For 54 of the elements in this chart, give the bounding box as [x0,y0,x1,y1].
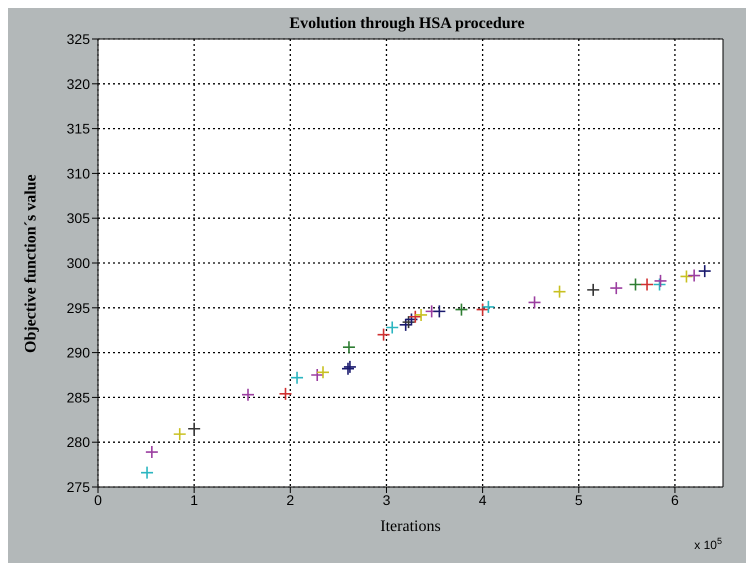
point [652,278,666,292]
point [316,366,330,380]
x-tick-label: 6 [671,492,680,508]
y-tick-label: 295 [66,300,90,316]
point [402,315,416,329]
point [609,281,624,295]
point [628,278,642,292]
y-tick-label: 285 [66,389,90,406]
point [172,427,187,441]
point [482,300,496,314]
point [241,388,255,402]
point [140,466,154,480]
x-tick-label: 5 [574,492,583,508]
point [290,370,304,384]
point [385,320,400,334]
point [698,264,712,278]
x-tick-label: 3 [382,492,391,508]
x-axis-title: Iterations [380,518,441,535]
point [187,422,201,436]
point [145,445,159,459]
point [552,284,566,298]
y-tick-label: 300 [66,254,90,271]
y-tick-label: 310 [66,165,90,182]
point [408,310,422,324]
y-tick-label: 305 [66,210,90,226]
y-tick-label: 290 [66,344,90,361]
point [654,274,668,288]
y-tick-label: 280 [66,434,90,450]
chart-title: Evolution through HSA procedure [289,15,525,32]
y-tick-label: 315 [66,120,90,137]
point [687,268,701,282]
y-axis-title: Objective function´s value [22,174,40,353]
point [432,304,446,318]
point [528,296,542,310]
point [398,318,412,332]
point [476,302,490,316]
point [680,270,694,284]
point [310,368,324,382]
point [342,340,356,354]
y-tick-label: 275 [66,478,90,495]
x-tick-label: 2 [286,492,294,508]
point [454,302,468,316]
point [586,283,600,297]
point [640,278,654,292]
x-tick-label: 0 [94,492,102,508]
text: x 10$^{5}$ [694,536,722,552]
point [376,328,390,342]
x-tick-label: 4 [478,492,487,508]
point [414,308,428,322]
y-tick-label: 320 [66,76,90,92]
point [404,312,418,326]
y-tick-label: 325 [66,30,90,47]
x-tick-label: 1 [190,492,198,508]
point [278,387,292,401]
